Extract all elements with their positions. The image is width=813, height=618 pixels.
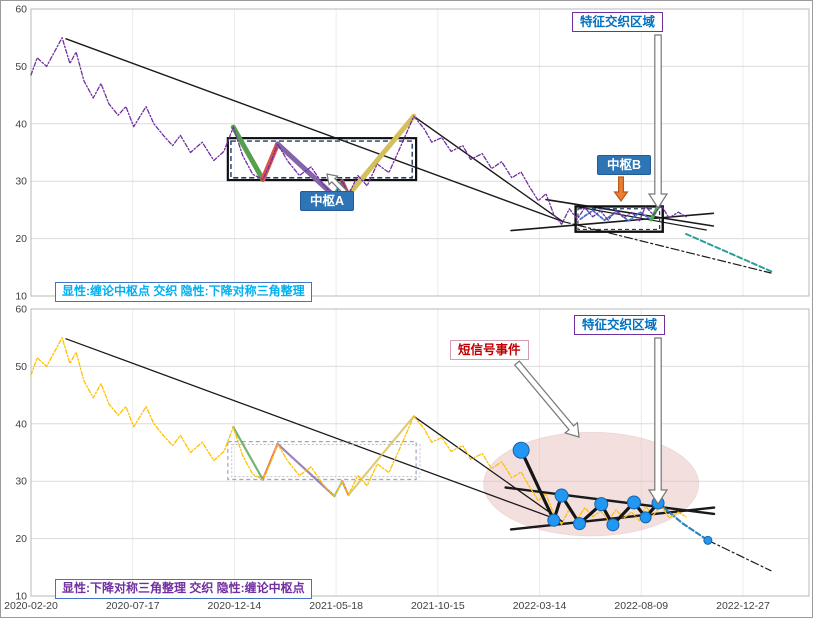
y-tick-label: 50 [15, 361, 27, 373]
feature-arrow-bottom [647, 337, 669, 506]
y-tick-label: 50 [15, 61, 27, 73]
x-tick-label: 2020-02-20 [4, 600, 58, 612]
pivot-b-inner-dash [579, 209, 652, 222]
x-tick-label: 2022-03-14 [513, 600, 567, 612]
x-tick-label: 2020-12-14 [208, 600, 262, 612]
signal-dot [594, 497, 609, 512]
caption-bottom: 显性:下降对称三角整理 交织 隐性:缠论中枢点 [55, 579, 312, 599]
signal-dot [703, 535, 713, 545]
x-tick-label: 2022-08-09 [614, 600, 668, 612]
pivot-box-ghost [227, 440, 417, 481]
grid: 10 20 30 40 50 60 [15, 304, 810, 603]
stroke-up-yellow [347, 415, 415, 497]
pivot-box-a-dash [230, 140, 413, 179]
stroke-down-green [230, 124, 266, 182]
y-tick-label: 60 [15, 4, 27, 16]
short-signal-label: 短信号事件 [450, 340, 529, 361]
y-tick-label: 20 [15, 533, 27, 545]
wedge-upper [545, 198, 715, 227]
plot-border [30, 308, 810, 597]
pivot-box-b-dash [577, 208, 661, 231]
x-tick-label: 2021-05-18 [309, 600, 363, 612]
caption-top: 显性:缠论中枢点 交织 隐性:下降对称三角整理 [55, 282, 312, 302]
y-tick-label: 10 [15, 591, 27, 603]
signal-dot [512, 441, 530, 459]
signal-dot [606, 518, 620, 532]
signal-dash-blue [656, 501, 710, 542]
wedge-mid [574, 205, 707, 231]
trend-peak [413, 115, 564, 223]
x-tick-label: 2022-12-27 [716, 600, 770, 612]
top-chart: 10 20 30 40 50 60 [15, 4, 810, 303]
price-line [30, 337, 687, 525]
signal-highlight-ellipse [483, 431, 700, 537]
x-tick-label: 2021-10-15 [411, 600, 465, 612]
signal-dot [554, 488, 569, 503]
y-tick-label: 40 [15, 418, 27, 430]
pivot-b-label: 中枢B [597, 155, 652, 176]
y-tick-label: 30 [15, 176, 27, 188]
pivot-box-ghost2 [231, 443, 421, 478]
y-tick-label: 10 [15, 291, 27, 303]
bottom-chart: 10 20 30 40 50 60 [15, 304, 810, 603]
stroke-up-yellow [345, 113, 417, 198]
signal-dot [626, 495, 641, 510]
y-tick-label: 20 [15, 233, 27, 245]
pivot-a-label: 中枢A [300, 191, 355, 212]
trend-main [65, 38, 564, 223]
projection-teal [685, 233, 774, 273]
plot-border [30, 8, 810, 297]
pivot-b-arrow [613, 176, 629, 203]
trend-main [65, 338, 564, 523]
projection-dashdot [707, 539, 772, 572]
x-tick-label: 2020-07-17 [106, 600, 160, 612]
feature-zone-label-top: 特征交织区域 [572, 12, 664, 33]
pivot-box-b [574, 205, 664, 233]
trend-peak [413, 415, 564, 523]
price-line [30, 37, 687, 225]
signal-dot [572, 517, 586, 531]
y-tick-label: 40 [15, 118, 27, 130]
stroke-down-green [232, 426, 264, 481]
signal-dot [547, 513, 561, 527]
pivot-box-a [226, 137, 418, 182]
feature-zone-label-bottom: 特征交织区域 [574, 315, 666, 336]
wedge-lower [510, 212, 715, 232]
feature-arrow-top [647, 34, 669, 210]
short-signal-arrow [513, 360, 580, 438]
y-tick-label: 30 [15, 476, 27, 488]
signal-dot [639, 511, 652, 524]
y-tick-label: 60 [15, 304, 27, 316]
